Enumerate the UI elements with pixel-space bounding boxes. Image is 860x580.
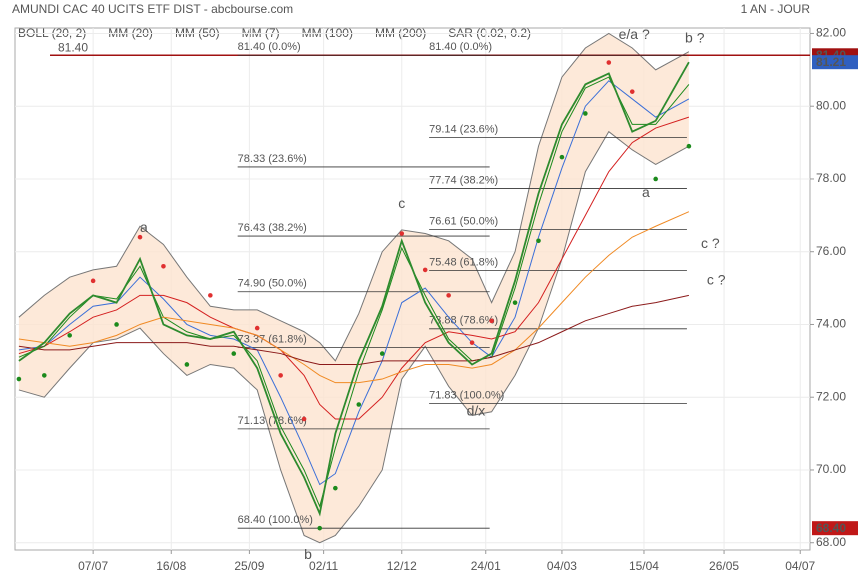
fib-label: 71.83 (100.0%) [429, 389, 504, 401]
wave-label: d/x [467, 402, 486, 418]
fib-label: 73.37 (61.8%) [238, 333, 307, 345]
reference-label: 81.40 [58, 40, 88, 54]
sar-dot [278, 373, 283, 378]
sar-dot [356, 402, 362, 407]
wave-label: a [642, 184, 650, 200]
fib-label: 81.40 (0.0%) [238, 41, 301, 53]
sar-dot [333, 485, 338, 491]
sar-dot [41, 373, 47, 378]
sar-dot [422, 267, 428, 273]
moving-average [18, 76, 690, 508]
sar-dot [184, 362, 190, 367]
sar-dot [231, 351, 237, 356]
fib-label: 77.74 (38.2%) [429, 174, 498, 186]
bollinger-upper [18, 32, 690, 362]
wave-label: c ? [707, 272, 726, 288]
price-tag [812, 55, 858, 70]
sar-dot [67, 333, 72, 338]
fib-label: 74.90 (50.0%) [238, 278, 307, 290]
sar-dot [559, 154, 565, 160]
moving-average [18, 80, 690, 486]
x-tick-label: 04/07 [785, 559, 815, 573]
sar-dot [512, 300, 518, 305]
chart-title: AMUNDI CAC 40 UCITS ETF DIST - abcbourse… [12, 2, 293, 16]
x-tick-label: 24/01 [471, 559, 501, 573]
sar-dot [686, 143, 692, 149]
sar-dot [469, 340, 475, 345]
y-tick-label: 80.00 [816, 98, 846, 112]
price-tag-label: 81.21 [816, 55, 846, 69]
sar-dot [114, 322, 119, 327]
x-tick-label: 07/07 [78, 559, 108, 573]
fib-label: 76.43 (38.2%) [238, 222, 307, 234]
period: 1 AN - JOUR [741, 2, 811, 16]
wave-label: a [140, 219, 148, 235]
fib-label: 71.13 (78.6%) [238, 415, 307, 427]
bollinger-fill [18, 33, 689, 543]
sar-dot [583, 111, 588, 116]
wave-label: c [398, 195, 405, 211]
sar-dot [536, 238, 541, 244]
y-tick-label: 82.00 [816, 26, 846, 40]
y-tick-label: 68.00 [816, 535, 846, 549]
x-tick-label: 04/03 [547, 559, 577, 573]
y-tick-label: 78.00 [816, 171, 846, 185]
sar-dot [137, 234, 143, 240]
fib-label: 79.14 (23.6%) [429, 123, 498, 135]
wave-label: c ? [701, 235, 720, 251]
sar-dot [254, 325, 260, 331]
fib-label: 73.88 (78.6%) [429, 315, 498, 327]
sar-dot [301, 416, 307, 422]
sar-dot [317, 525, 323, 531]
x-tick-label: 02/11 [309, 559, 338, 573]
x-tick-label: 16/08 [156, 559, 186, 573]
sar-dot [208, 293, 213, 298]
sar-dot [90, 278, 96, 284]
sar-dot [606, 60, 612, 65]
y-tick-label: 72.00 [816, 389, 846, 403]
plot-frame [14, 27, 811, 551]
fib-label: 75.48 (61.8%) [429, 257, 498, 269]
sar-dot [399, 231, 405, 236]
price-line [18, 61, 690, 517]
sar-dot [629, 89, 635, 94]
x-tick-label: 12/12 [387, 559, 417, 573]
sar-dot [489, 318, 494, 324]
sar-dot [161, 263, 166, 269]
wave-label: b [304, 546, 312, 562]
bollinger-lower [18, 130, 690, 544]
moving-average [18, 116, 690, 420]
price-tag-label: 68.40 [816, 521, 846, 535]
fib-label: 76.61 (50.0%) [429, 215, 498, 227]
sar-dot [653, 176, 658, 182]
fib-label: 81.40 (0.0%) [429, 41, 492, 53]
sar-dot [379, 351, 385, 356]
x-tick-label: 15/04 [629, 559, 659, 573]
sar-dot [16, 376, 22, 382]
wave-label: b ? [685, 30, 705, 46]
x-tick-label: 25/09 [234, 559, 264, 573]
moving-average [18, 211, 690, 384]
fib-label: 78.33 (23.6%) [238, 153, 307, 165]
y-tick-label: 76.00 [816, 244, 846, 258]
sar-dot [446, 293, 451, 298]
y-tick-label: 74.00 [816, 317, 846, 331]
fib-label: 68.40 (100.0%) [238, 514, 313, 526]
price-tag [812, 521, 858, 536]
y-tick-label: 70.00 [816, 462, 846, 476]
x-tick-label: 26/05 [709, 559, 739, 573]
wave-label: e/a ? [619, 26, 650, 42]
moving-average [18, 294, 690, 365]
